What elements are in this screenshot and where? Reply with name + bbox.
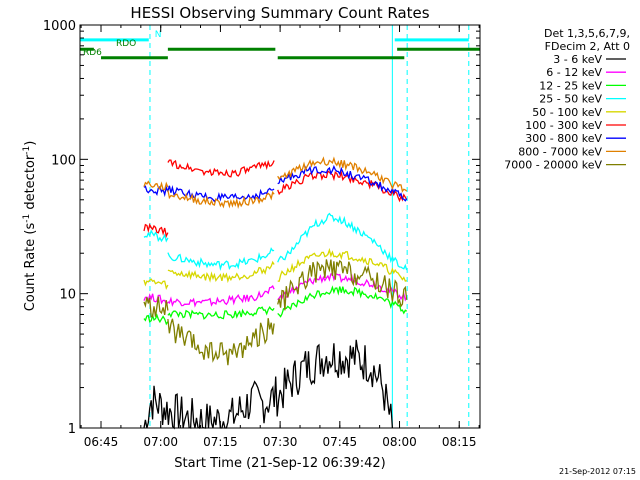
x-tick-label-4: 07:45 (323, 435, 358, 449)
series-12-25-kev-seg-0 (143, 313, 169, 326)
series-100-300-kev-seg-2 (277, 169, 408, 203)
footer-timestamp: 21-Sep-2012 07:15 (559, 467, 636, 476)
legend: Det 1,3,5,6,7,9, FDecim 2, Att 0 3 - 6 k… (504, 27, 630, 172)
plot-background (80, 25, 480, 428)
status-flags: N RDO RD6 (80, 30, 480, 60)
legend-entry-label-3: 25 - 50 keV (539, 93, 602, 106)
y-tick-label-1: 10 (59, 288, 76, 303)
series-3-6-kev-seg-0 (143, 339, 394, 430)
series-25-50-kev-seg-2 (277, 212, 408, 271)
x-axis-ticks: 06:45 07:00 07:15 07:30 07:45 08:00 08:15 (80, 25, 480, 449)
chart-title: HESSI Observing Summary Count Rates (130, 4, 429, 22)
x-tick-label-0: 06:45 (84, 435, 119, 449)
series-12-25-kev-seg-1 (167, 306, 275, 320)
series-100-300-kev-seg-0 (143, 222, 169, 239)
series-300-800-kev-seg-2 (277, 164, 408, 202)
legend-entry-label-5: 100 - 300 keV (525, 119, 602, 132)
series-7000-20000-kev-seg-0 (143, 296, 169, 318)
series-6-12-kev-seg-1 (167, 285, 275, 308)
series-800-7000-kev-seg-1 (167, 190, 275, 210)
legend-header-1: Det 1,3,5,6,7,9, (544, 27, 630, 40)
legend-entry-label-0: 3 - 6 keV (553, 53, 602, 66)
series-50-100-kev-seg-1 (167, 260, 275, 284)
flag-rdo-label: RDO (116, 39, 136, 49)
series-800-7000-kev-seg-2 (277, 156, 408, 193)
series-100-300-kev-seg-1 (167, 159, 275, 178)
legend-entry-label-8: 7000 - 20000 keV (504, 159, 602, 172)
series-25-50-kev-seg-1 (167, 247, 275, 271)
x-tick-label-1: 07:00 (143, 435, 178, 449)
flag-rd6-label: RD6 (83, 48, 102, 58)
x-tick-label-3: 07:30 (263, 435, 298, 449)
legend-entry-label-2: 12 - 25 keV (539, 79, 602, 92)
legend-entry-label-7: 800 - 7000 keV (518, 145, 602, 158)
y-tick-label-0: 1 (68, 422, 76, 437)
series-800-7000-kev-seg-0 (143, 180, 169, 191)
legend-entry-label-4: 50 - 100 keV (532, 106, 602, 119)
x-axis-label: Start Time (21-Sep-12 06:39:42) (174, 456, 385, 471)
series-lines (143, 156, 408, 430)
legend-entry-label-6: 300 - 800 keV (525, 132, 602, 145)
y-tick-label-2: 100 (51, 153, 76, 168)
series-50-100-kev-seg-0 (143, 278, 169, 290)
x-tick-label-5: 08:00 (382, 435, 417, 449)
series-7000-20000-kev-seg-1 (167, 318, 275, 366)
series-50-100-kev-seg-2 (277, 247, 407, 282)
series-25-50-kev-seg-0 (143, 229, 169, 243)
flag-n-label: N (155, 30, 162, 40)
y-axis-ticks: 1 10 100 1000 (43, 19, 480, 437)
series-300-800-kev-seg-0 (143, 185, 169, 198)
y-tick-label-3: 1000 (43, 19, 76, 34)
legend-entry-label-1: 6 - 12 keV (546, 66, 602, 79)
y-axis-label: Count Rate (s-1 detector-1) (22, 141, 38, 312)
series-7000-20000-kev-seg-2 (277, 259, 408, 311)
x-tick-label-2: 07:15 (203, 435, 238, 449)
series-12-25-kev-seg-2 (277, 285, 408, 318)
x-tick-label-6: 08:15 (442, 435, 477, 449)
legend-header-2: FDecim 2, Att 0 (545, 40, 630, 53)
